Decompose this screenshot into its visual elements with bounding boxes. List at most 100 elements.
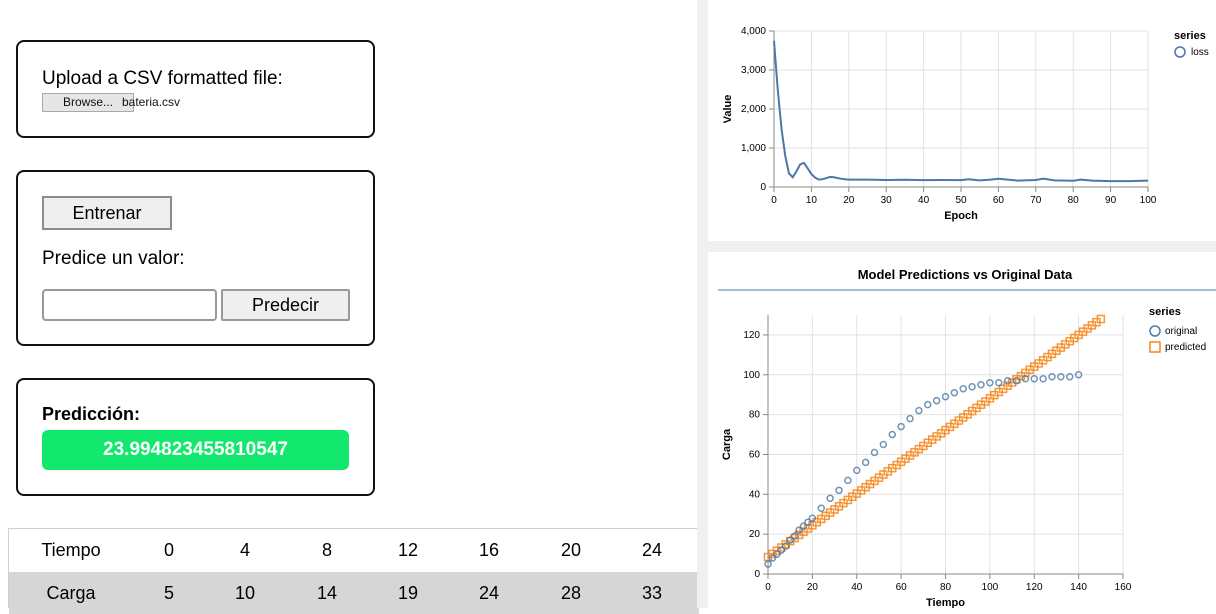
original-point	[906, 414, 914, 423]
predictions-chart-panel: Model Predictions vs Original Data 0 20 40 6…	[708, 252, 1216, 609]
predict-input[interactable]	[42, 289, 217, 321]
original-point	[1021, 375, 1030, 383]
x-tick-label: 10	[806, 195, 818, 206]
x-tick-label: 60	[993, 195, 1005, 206]
original-point	[782, 542, 790, 550]
original-point	[879, 440, 888, 449]
x-axis-label: Tiempo	[926, 597, 965, 608]
legend-title: series	[1174, 30, 1206, 42]
original-point	[1012, 376, 1021, 385]
series-line-loss	[773, 40, 1149, 183]
original-point	[924, 400, 932, 409]
x-tick-label: 100	[982, 582, 999, 593]
original-point	[932, 396, 941, 405]
loss-chart-panel: 0 10 20 30 40 50 60 70 80 90 100 0 1,000 2,000 3,000 4,…	[708, 0, 1216, 241]
original-point	[773, 550, 781, 558]
table-cell: 24	[641, 540, 663, 560]
original-point	[826, 494, 834, 503]
y-tick-label: 0	[760, 182, 766, 193]
original-point	[995, 378, 1003, 387]
x-tick-label: 90	[1105, 195, 1117, 206]
y-tick-label: 20	[749, 529, 761, 540]
original-point	[1039, 375, 1047, 383]
table-cell: 10	[234, 583, 256, 603]
original-point	[804, 518, 812, 526]
table-row: Carga 5 10 14 19 24 28 33	[9, 572, 699, 614]
y-tick-label: 2,000	[741, 104, 766, 115]
predicted-point	[1096, 314, 1106, 324]
y-tick-label: 60	[749, 449, 761, 460]
table-cell: 4	[239, 540, 250, 560]
y-tick-label: 100	[743, 370, 760, 381]
original-point	[1030, 375, 1038, 383]
original-point	[870, 448, 879, 457]
original-point	[915, 406, 923, 415]
original-point	[790, 532, 799, 540]
legend-label: predicted	[1165, 342, 1206, 353]
table-cell: 8	[321, 540, 332, 560]
legend-symbol	[1174, 46, 1186, 58]
x-tick-label: 40	[851, 582, 863, 593]
original-point	[795, 526, 803, 534]
y-tick-label: 3,000	[741, 65, 766, 76]
x-tick-label: 50	[955, 195, 967, 206]
table-cell: 28	[560, 583, 582, 603]
table-cell: 24	[478, 583, 500, 603]
original-point	[1003, 376, 1012, 385]
original-point	[950, 388, 959, 397]
train-button[interactable]: Entrenar	[42, 196, 172, 230]
legend-symbol	[1149, 325, 1161, 337]
original-point	[835, 486, 843, 495]
legend-symbol	[1149, 341, 1161, 353]
row-header: Tiempo	[41, 540, 101, 560]
original-point	[1066, 373, 1074, 381]
original-point	[844, 476, 852, 485]
x-tick-label: 0	[765, 582, 771, 593]
original-point	[959, 384, 967, 393]
train-card: Entrenar Predice un valor: Predecir	[16, 170, 375, 346]
prediction-card: Predicción: 23.994823455810547	[16, 378, 375, 496]
original-point	[1048, 373, 1056, 381]
original-point	[941, 392, 950, 401]
predictions-chart: Model Predictions vs Original Data 0 20 40 6…	[718, 267, 1216, 609]
x-tick-label: 70	[1030, 195, 1042, 206]
x-tick-label: 20	[843, 195, 855, 206]
original-point	[1074, 371, 1083, 379]
table-cell: 12	[397, 540, 419, 560]
x-tick-label: 30	[881, 195, 893, 206]
prediction-value: 23.994823455810547	[42, 430, 349, 470]
x-tick-label: 20	[807, 582, 819, 593]
y-tick-label: 1,000	[741, 143, 766, 154]
legend-label: loss	[1191, 47, 1209, 58]
y-tick-label: 120	[743, 330, 760, 341]
original-point	[808, 514, 817, 522]
browse-button[interactable]: Browse...	[42, 93, 134, 112]
original-point	[817, 504, 825, 513]
original-point	[977, 380, 985, 389]
predict-label: Predice un valor:	[42, 248, 185, 269]
y-axis-label: Value	[722, 95, 734, 124]
original-point	[853, 466, 861, 475]
original-point	[897, 422, 905, 431]
table-cell: 20	[560, 540, 582, 560]
y-tick-label: 40	[749, 489, 761, 500]
x-tick-label: 100	[1140, 195, 1157, 206]
prediction-label: Predicción:	[42, 404, 141, 424]
table-cell: 14	[316, 583, 338, 603]
original-point	[968, 382, 976, 391]
original-point	[799, 522, 808, 530]
legend-title: series	[1149, 306, 1181, 318]
x-tick-label: 40	[918, 195, 930, 206]
predict-button[interactable]: Predecir	[221, 289, 350, 321]
original-point	[764, 560, 772, 568]
x-axis-label: Epoch	[944, 210, 978, 222]
x-tick-label: 0	[771, 195, 777, 206]
table-cell: 33	[641, 583, 663, 603]
x-tick-label: 60	[896, 582, 908, 593]
x-tick-label: 140	[1070, 582, 1087, 593]
chart-title: Model Predictions vs Original Data	[858, 267, 1073, 282]
original-point	[888, 430, 896, 439]
y-tick-label: 80	[749, 410, 761, 421]
original-point	[777, 546, 786, 554]
original-point	[786, 536, 794, 544]
